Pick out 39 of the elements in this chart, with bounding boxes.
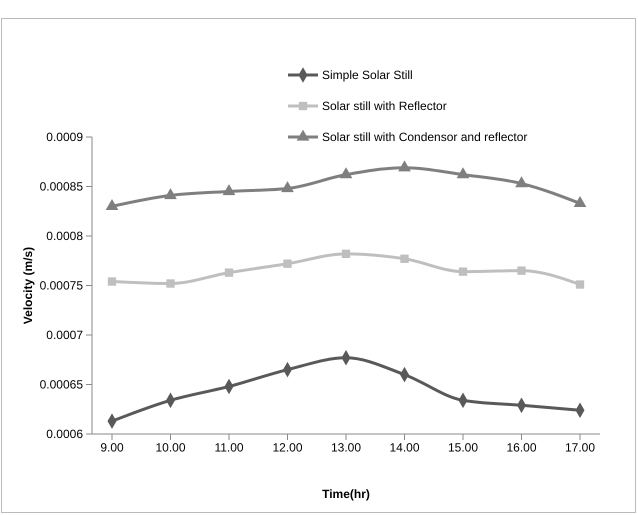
x-tick-label: 17.00 bbox=[564, 440, 596, 455]
y-tick-label: 0.0008 bbox=[46, 228, 84, 243]
legend-label: Solar still with Condensor and reflector bbox=[322, 130, 528, 144]
y-tick-label: 0.00065 bbox=[40, 377, 84, 392]
point bbox=[576, 280, 584, 289]
point bbox=[281, 181, 294, 192]
x-tick-label: 16.00 bbox=[506, 440, 537, 455]
y-tick-label: 0.0007 bbox=[46, 328, 84, 342]
point bbox=[164, 188, 177, 200]
x-axis-title: Time(hr) bbox=[322, 487, 370, 501]
legend-label: Solar still with Reflector bbox=[322, 99, 447, 113]
point bbox=[456, 167, 470, 178]
y-tick-label: 0.0006 bbox=[46, 426, 84, 441]
x-tick-label: 12.00 bbox=[272, 440, 303, 455]
point bbox=[517, 266, 526, 275]
point bbox=[342, 250, 350, 258]
point bbox=[458, 267, 468, 276]
point bbox=[283, 260, 292, 268]
x-tick-label: 9.00 bbox=[100, 440, 124, 455]
point bbox=[224, 268, 234, 277]
y-tick-label: 0.00085 bbox=[40, 179, 84, 194]
x-tick-label: 15.00 bbox=[448, 440, 478, 455]
x-tick-label: 11.00 bbox=[214, 440, 244, 455]
point bbox=[398, 160, 411, 172]
x-tick-label: 13.00 bbox=[330, 440, 362, 455]
point bbox=[515, 176, 528, 188]
legend-label: Simple Solar Still bbox=[322, 68, 413, 82]
x-tick-label: 14.00 bbox=[389, 440, 420, 455]
point bbox=[222, 184, 236, 196]
point bbox=[108, 277, 116, 286]
point bbox=[574, 196, 586, 207]
point bbox=[166, 279, 175, 288]
y-tick-label: 0.0009 bbox=[46, 130, 84, 144]
y-axis-title: Velocity (m/s) bbox=[21, 246, 35, 324]
point bbox=[340, 167, 352, 178]
y-tick-label: 0.00075 bbox=[40, 278, 84, 292]
point bbox=[400, 254, 409, 263]
point bbox=[106, 198, 118, 210]
x-tick-label: 10.00 bbox=[155, 440, 186, 455]
